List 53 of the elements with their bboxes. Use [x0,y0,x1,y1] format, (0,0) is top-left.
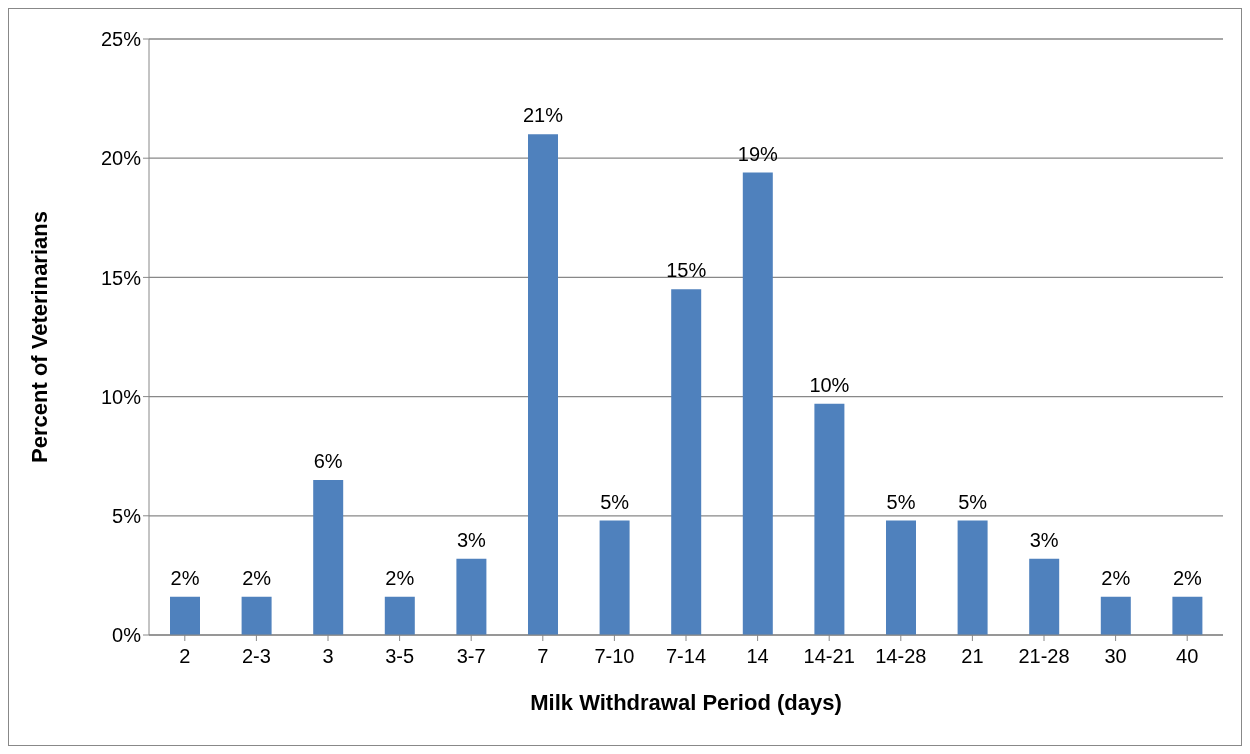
bar [313,480,344,635]
data-label: 2% [385,566,415,589]
x-tick-label: 21 [961,645,984,668]
x-tick-label: 3-7 [456,645,486,668]
bar [384,596,415,635]
y-tick-label: 0% [112,624,142,647]
bar [814,403,845,635]
bar [456,558,487,635]
x-tick-label: 40 [1176,645,1199,668]
data-label: 3% [456,528,487,551]
data-label: 3% [1029,528,1059,551]
y-tick-label: 15% [100,266,142,289]
bar [886,520,916,635]
x-tick-label: 14-28 [875,645,927,668]
bar [1100,596,1131,635]
x-tick-label: 30 [1104,645,1127,668]
x-tick-label: 7-10 [594,645,635,668]
data-label: 19% [737,142,779,165]
data-label: 5% [886,490,916,513]
x-tick-label: 7 [537,645,549,668]
bar [957,520,988,635]
data-label: 2% [242,566,272,589]
data-label: 5% [958,490,988,513]
data-label: 6% [313,450,343,473]
bar [1172,596,1203,635]
bar [1029,558,1060,635]
x-tick-label: 21-28 [1018,645,1070,668]
y-tick-label: 5% [112,504,142,527]
data-label: 2% [1101,566,1131,589]
y-tick-label: 10% [100,385,142,408]
x-axis-title: Milk Withdrawal Period (days) [530,690,842,715]
data-label: 15% [666,259,707,282]
x-tick-label: 2 [179,645,191,668]
y-tick-label: 20% [100,147,142,170]
bar [528,134,558,635]
x-tick-label: 14-21 [803,645,855,668]
y-axis-title: Percent of Veterinarians [26,211,52,463]
y-tick-label: 25% [100,28,142,51]
bar [170,596,200,635]
x-tick-label: 2-3 [241,645,271,668]
bar [742,172,773,635]
x-tick-label: 3 [322,645,334,668]
data-label: 21% [522,104,564,127]
data-label: 2% [1172,566,1203,589]
bar [241,596,272,635]
bar [599,520,630,635]
data-label: 10% [809,373,850,396]
data-label: 5% [600,490,630,513]
x-tick-label: 14 [746,645,769,668]
x-tick-label: 7-14 [665,645,707,668]
data-label: 2% [170,566,200,589]
bar [671,289,702,635]
x-tick-label: 3-5 [385,645,415,668]
